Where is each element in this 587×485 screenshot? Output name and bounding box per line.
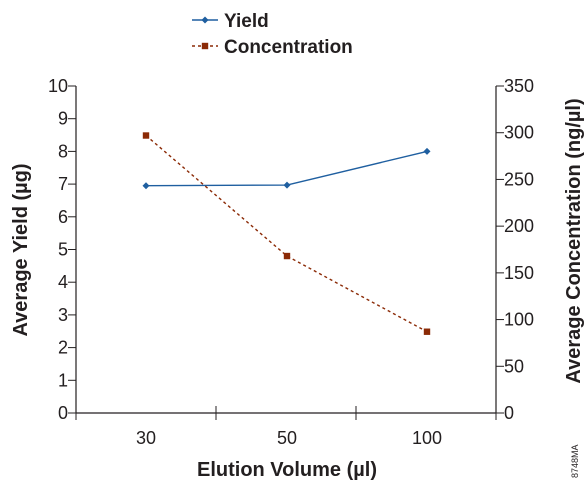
- left-tick-label: 8: [58, 141, 68, 161]
- x-axis-ticks: 30 50 100: [75, 406, 497, 448]
- right-tick-label: 100: [504, 310, 534, 330]
- legend-marker-yield: [201, 16, 209, 24]
- right-tick-label: 350: [504, 76, 534, 96]
- data-point-yield: [142, 182, 150, 190]
- left-tick-label: 6: [58, 207, 68, 227]
- left-tick-label: 3: [58, 305, 68, 325]
- right-tick-label: 0: [504, 403, 514, 423]
- left-tick-label: 10: [48, 76, 68, 96]
- legend-label-yield: Yield: [224, 11, 269, 32]
- right-tick-label: 200: [504, 216, 534, 236]
- left-tick-label: 7: [58, 174, 68, 194]
- right-tick-label: 150: [504, 263, 534, 283]
- x-tick-label: 30: [136, 428, 156, 448]
- figure-code: 8748MA: [570, 444, 580, 478]
- series-line-concentration: [145, 134, 428, 333]
- data-point-yield: [423, 147, 431, 155]
- left-axis-ticks: 0 1 2 3 4 5 6 7 8 9 10: [48, 76, 76, 423]
- legend-marker-concentration: [201, 42, 209, 50]
- x-axis-title: Elution Volume (µl): [197, 459, 377, 481]
- right-tick-label: 250: [504, 169, 534, 189]
- left-tick-label: 9: [58, 109, 68, 129]
- x-tick-label: 100: [412, 428, 442, 448]
- series-line-yield: [145, 150, 428, 187]
- left-tick-label: 1: [58, 370, 68, 390]
- axes-group: [75, 86, 497, 414]
- right-axis-ticks: 0 50 100 150 200 250 300 350: [496, 76, 534, 423]
- left-tick-label: 0: [58, 403, 68, 423]
- data-point-yield: [283, 181, 291, 189]
- right-axis-title: Average Concentration (ng/µl): [563, 98, 585, 383]
- data-point-concentration: [423, 328, 431, 335]
- series-markers: [142, 132, 431, 335]
- data-point-concentration: [283, 252, 291, 260]
- left-tick-label: 4: [58, 272, 68, 292]
- x-tick-label: 50: [277, 428, 297, 448]
- data-point-concentration: [142, 132, 150, 139]
- right-tick-label: 300: [504, 123, 534, 143]
- legend: Yield Concentration: [192, 11, 353, 58]
- left-axis-title: Average Yield (µg): [10, 163, 32, 336]
- legend-label-concentration: Concentration: [224, 37, 353, 58]
- left-tick-label: 2: [58, 338, 68, 358]
- right-tick-label: 50: [504, 356, 524, 376]
- series-lines: [145, 134, 428, 333]
- left-tick-label: 5: [58, 240, 68, 260]
